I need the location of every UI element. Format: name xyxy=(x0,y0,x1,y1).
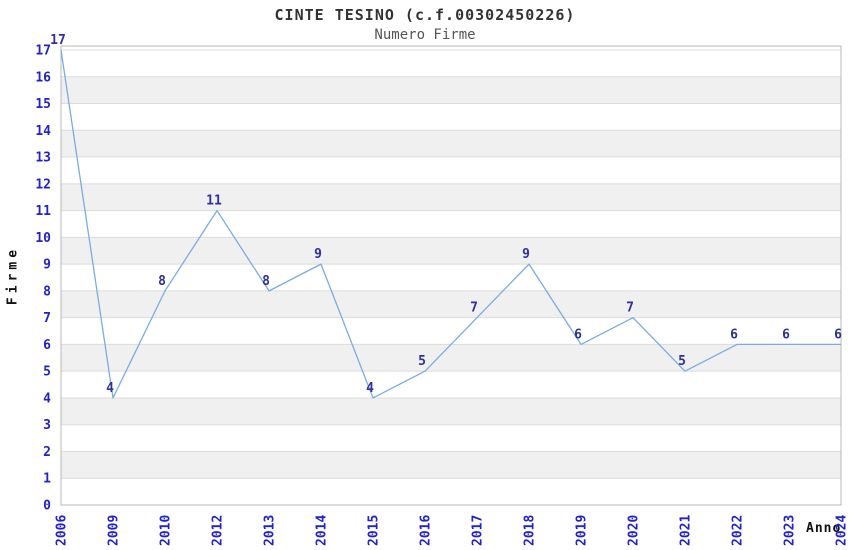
y-tick-label: 7 xyxy=(43,311,51,326)
y-tick-label: 9 xyxy=(43,258,51,273)
x-axis-label: Anno xyxy=(806,521,842,536)
y-band xyxy=(61,290,841,318)
y-tick-label: 6 xyxy=(43,338,51,353)
data-point-label: 9 xyxy=(314,247,322,262)
x-tick-label: 2006 xyxy=(55,515,70,546)
y-tick-label: 16 xyxy=(35,70,51,85)
data-point-label: 11 xyxy=(206,194,222,209)
data-point-label: 4 xyxy=(106,381,114,396)
x-tick-label: 2021 xyxy=(679,515,694,546)
data-point-label: 4 xyxy=(366,381,374,396)
data-point-label: 5 xyxy=(418,354,426,369)
data-point-label: 7 xyxy=(626,301,634,316)
data-point-label: 5 xyxy=(678,354,686,369)
x-tick-label: 2010 xyxy=(159,515,174,546)
x-tick-label: 2019 xyxy=(575,515,590,546)
x-tick-label: 2014 xyxy=(315,515,330,546)
x-tick-label: 2012 xyxy=(211,515,226,546)
y-band xyxy=(61,183,841,211)
x-tick-label: 2022 xyxy=(731,515,746,546)
y-tick-label: 8 xyxy=(43,284,51,299)
data-point-label: 8 xyxy=(262,274,270,289)
y-tick-label: 3 xyxy=(43,418,51,433)
x-tick-label: 2017 xyxy=(471,515,486,546)
data-point-label: 6 xyxy=(730,327,738,342)
y-band xyxy=(61,130,841,158)
y-tick-label: 5 xyxy=(43,365,51,380)
data-point-label: 6 xyxy=(574,327,582,342)
y-tick-label: 4 xyxy=(43,391,51,406)
x-tick-label: 2016 xyxy=(419,515,434,546)
x-tick-label: 2020 xyxy=(627,515,642,546)
chart-title: CINTE TESINO (c.f.00302450226) xyxy=(274,6,576,24)
data-point-label: 6 xyxy=(782,327,790,342)
plot-frame xyxy=(60,45,842,506)
y-band xyxy=(61,237,841,265)
y-band xyxy=(61,451,841,479)
x-tick-label: 2009 xyxy=(107,515,122,546)
data-point-label: 9 xyxy=(522,247,530,262)
data-point-label: 7 xyxy=(470,301,478,316)
y-tick-label: 15 xyxy=(35,97,51,112)
data-point-label: 6 xyxy=(834,327,842,342)
y-band xyxy=(61,76,841,104)
chart-subtitle: Numero Firme xyxy=(374,27,476,43)
x-tick-label: 2024 xyxy=(835,515,850,546)
y-tick-label: 17 xyxy=(35,44,51,59)
y-tick-label: 12 xyxy=(35,177,51,192)
y-tick-label: 0 xyxy=(43,499,51,514)
y-tick-label: 13 xyxy=(35,151,51,166)
y-band xyxy=(61,397,841,425)
x-tick-label: 2023 xyxy=(783,515,798,546)
data-point-label: 17 xyxy=(50,33,66,48)
y-tick-label: 2 xyxy=(43,445,51,460)
y-band xyxy=(61,344,841,372)
data-line xyxy=(60,49,841,399)
y-tick-label: 1 xyxy=(43,472,51,487)
data-point-label: 8 xyxy=(158,274,166,289)
y-tick-label: 10 xyxy=(35,231,51,246)
x-tick-label: 2013 xyxy=(263,515,278,546)
y-tick-label: 11 xyxy=(35,204,51,219)
y-tick-label: 14 xyxy=(35,124,51,139)
x-tick-label: 2018 xyxy=(523,515,538,546)
x-tick-label: 2015 xyxy=(367,515,382,546)
